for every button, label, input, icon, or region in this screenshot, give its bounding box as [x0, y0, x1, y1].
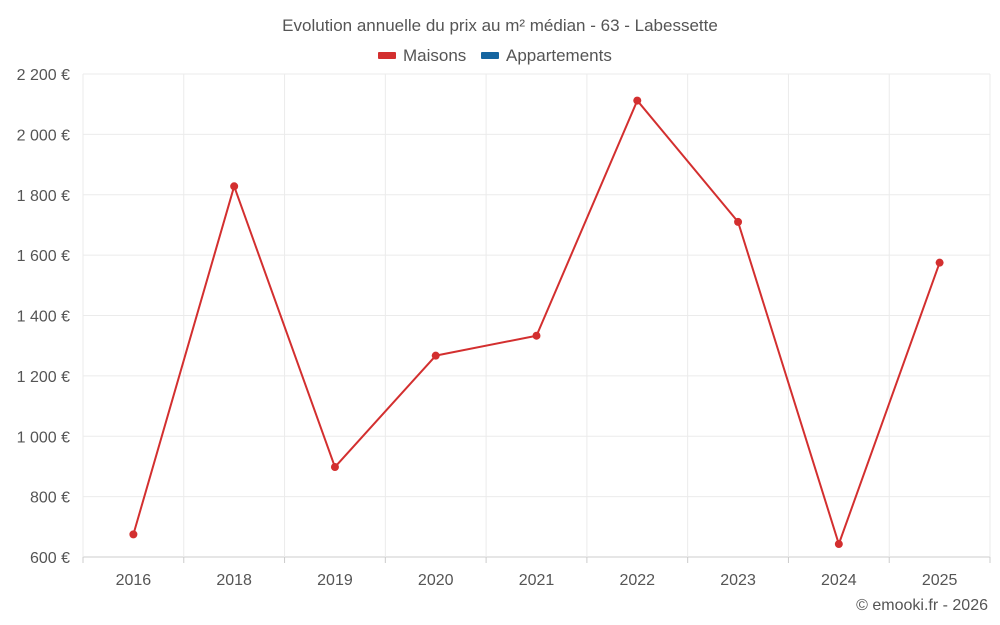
- x-tick-label: 2022: [619, 572, 655, 589]
- y-tick-label: 1 400 €: [17, 309, 70, 326]
- legend-item-appartements[interactable]: Appartements: [481, 46, 612, 65]
- legend-label-appartements: Appartements: [506, 46, 612, 65]
- legend: Maisons Appartements: [378, 46, 612, 65]
- x-tick-label: 2021: [519, 572, 555, 589]
- credit-text: © emooki.fr - 2026: [856, 597, 988, 614]
- data-point-maisons-2025[interactable]: [936, 259, 944, 267]
- y-tick-label: 2 000 €: [17, 127, 70, 144]
- data-point-maisons-2024[interactable]: [835, 540, 843, 548]
- x-tick-label: 2019: [317, 572, 353, 589]
- grid: [83, 74, 990, 557]
- y-tick-label: 800 €: [30, 490, 70, 507]
- data-point-maisons-2018[interactable]: [230, 182, 238, 190]
- y-tick-label: 600 €: [30, 550, 70, 567]
- data-point-maisons-2020[interactable]: [432, 352, 440, 360]
- data-point-maisons-2023[interactable]: [734, 218, 742, 226]
- y-tick-label: 2 200 €: [17, 67, 70, 84]
- legend-swatch-maisons: [378, 52, 396, 59]
- line-chart: Evolution annuelle du prix au m² médian …: [0, 0, 1000, 625]
- data-point-maisons-2016[interactable]: [129, 530, 137, 538]
- x-tick-label: 2020: [418, 572, 454, 589]
- series-maisons: [129, 97, 943, 548]
- y-tick-label: 1 800 €: [17, 188, 70, 205]
- y-tick-label: 1 000 €: [17, 429, 70, 446]
- x-tick-label: 2025: [922, 572, 958, 589]
- series-line-maisons: [133, 101, 939, 544]
- y-tick-label: 1 200 €: [17, 369, 70, 386]
- chart-title: Evolution annuelle du prix au m² médian …: [282, 16, 718, 35]
- x-tick-label: 2016: [116, 572, 152, 589]
- legend-item-maisons[interactable]: Maisons: [378, 46, 466, 65]
- y-tick-label: 1 600 €: [17, 248, 70, 265]
- x-tick-label: 2023: [720, 572, 756, 589]
- data-point-maisons-2021[interactable]: [533, 332, 541, 340]
- data-point-maisons-2019[interactable]: [331, 463, 339, 471]
- legend-label-maisons: Maisons: [403, 46, 466, 65]
- legend-swatch-appartements: [481, 52, 499, 59]
- data-point-maisons-2022[interactable]: [633, 97, 641, 105]
- x-tick-label: 2024: [821, 572, 857, 589]
- y-axis: 600 € 800 € 1 000 € 1 200 € 1 400 € 1 600 € 1 …: [17, 67, 70, 567]
- x-axis: 2016 2018 2019 2020 2021 2022 2023 2024 2025: [83, 557, 990, 589]
- x-tick-label: 2018: [216, 572, 252, 589]
